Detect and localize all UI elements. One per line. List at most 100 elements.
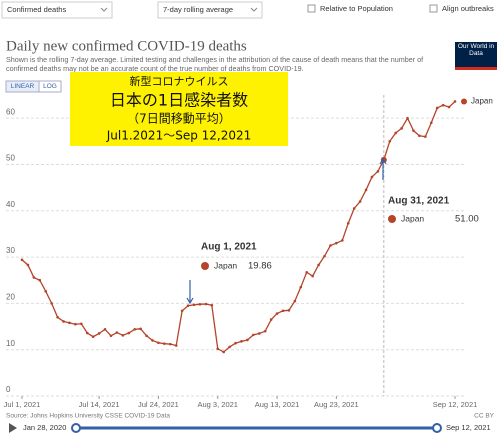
x-tick-label: Jul 14, 2021 <box>79 400 120 409</box>
data-point <box>174 344 178 347</box>
box-line: （7日間移動平均） <box>127 112 231 126</box>
y-tick-label: 10 <box>6 339 15 348</box>
legend-label: Japan <box>471 97 493 106</box>
y-tick-label: 50 <box>6 154 15 163</box>
subtitle: Shown is the rolling 7-day average. Limi… <box>6 55 424 73</box>
highlight-box <box>70 72 288 146</box>
data-point <box>121 334 125 337</box>
data-point <box>228 345 231 349</box>
annotation-dot <box>201 262 209 270</box>
logo-strip <box>455 67 497 70</box>
data-point <box>186 304 190 308</box>
data-point <box>358 200 362 203</box>
data-point <box>400 127 403 130</box>
annotation-date: Aug 31, 2021 <box>388 196 450 207</box>
data-point <box>376 170 380 173</box>
timeline-start: Jan 28, 2020 <box>23 423 66 432</box>
logo[interactable] <box>455 42 497 70</box>
data-point <box>364 188 368 192</box>
data-point <box>91 335 95 339</box>
x-tick-label: Aug 13, 2021 <box>255 400 300 409</box>
timeline-handle[interactable] <box>432 423 442 433</box>
data-point <box>275 312 279 315</box>
play-button[interactable] <box>9 423 17 433</box>
data-point <box>269 318 273 321</box>
y-tick-label: 40 <box>6 200 15 209</box>
timeline-handle[interactable] <box>71 423 81 433</box>
data-point <box>234 341 237 345</box>
dropdown-label: Confirmed deaths <box>7 5 66 14</box>
data-point <box>335 241 338 245</box>
data-point <box>222 350 225 354</box>
data-point <box>68 321 71 325</box>
box-line: 日本の1日感染者数 <box>110 91 248 110</box>
legend-dot <box>461 98 467 105</box>
data-point <box>388 140 392 143</box>
data-point <box>424 135 427 138</box>
data-point <box>180 309 184 313</box>
dropdown[interactable] <box>157 1 263 19</box>
data-point <box>210 303 214 307</box>
checkbox-label: Align outbreaks <box>442 4 494 13</box>
data-point <box>453 100 457 103</box>
data-point <box>216 347 220 351</box>
y-tick-label: 30 <box>6 246 15 255</box>
x-tick-label: Aug 23, 2021 <box>314 400 359 409</box>
data-point <box>80 322 83 326</box>
data-point <box>133 328 136 331</box>
chevron <box>100 7 108 12</box>
data-point <box>447 105 451 109</box>
data-point <box>317 263 320 267</box>
annotation-value: 51.00 <box>455 214 479 225</box>
data-point <box>311 274 314 278</box>
logo-text: Our World in Data <box>457 43 495 57</box>
chart-title: Daily new confirmed COVID-19 deaths <box>6 38 247 54</box>
source: Source: Johns Hopkins University CSSE CO… <box>6 413 170 420</box>
data-point <box>151 339 154 342</box>
x-tick-label: Sep 12, 2021 <box>433 400 478 409</box>
x-tick-label: Jul 1, 2021 <box>4 400 41 409</box>
data-point <box>103 328 107 331</box>
data-point <box>346 221 350 225</box>
data-point <box>26 263 30 267</box>
data-point <box>441 103 445 107</box>
data-point <box>246 338 249 342</box>
annotation-arrow <box>379 157 387 180</box>
annotation-arrow <box>186 280 194 305</box>
data-point <box>74 322 77 326</box>
checkbox[interactable] <box>307 4 316 13</box>
data-point <box>32 276 36 279</box>
log-button[interactable] <box>38 80 62 93</box>
data-point <box>139 327 142 331</box>
data-point <box>406 116 409 120</box>
data-point <box>20 258 24 262</box>
data-point <box>163 342 166 345</box>
dropdown[interactable] <box>1 1 113 19</box>
checkbox[interactable] <box>429 4 438 13</box>
data-point <box>157 341 160 345</box>
data-point <box>38 278 42 282</box>
data-point <box>287 309 291 312</box>
data-point <box>281 309 285 313</box>
data-point <box>435 106 439 110</box>
data-point <box>412 129 415 132</box>
data-point <box>168 342 172 346</box>
license[interactable]: CC BY <box>474 413 495 420</box>
annotation-series: Japan <box>401 213 424 223</box>
data-point <box>204 302 208 306</box>
annotation-date: Aug 1, 2021 <box>201 242 257 253</box>
annotation-value: 19.86 <box>248 261 272 272</box>
x-tick-label: Aug 3, 2021 <box>198 400 238 409</box>
y-tick-label: 60 <box>6 107 15 116</box>
dropdown-label: 7-day rolling average <box>163 5 233 14</box>
data-point <box>56 315 59 319</box>
x-tick-label: Jul 24, 2021 <box>138 400 179 409</box>
data-point <box>394 131 397 135</box>
data-point <box>370 175 374 179</box>
data-point <box>62 320 65 323</box>
annotation-series: Japan <box>214 260 237 270</box>
checkbox-label: Relative to Population <box>320 4 393 13</box>
data-point <box>109 334 113 338</box>
